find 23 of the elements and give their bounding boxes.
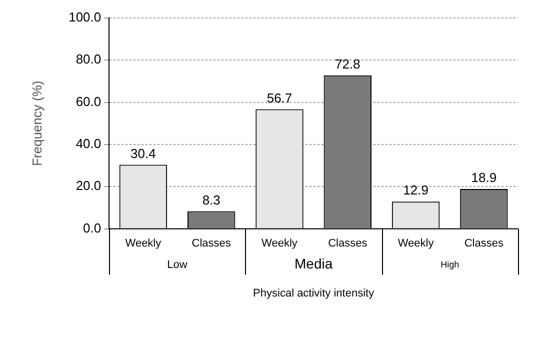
x-tick-label: Classes bbox=[328, 237, 368, 250]
text: Low bbox=[167, 258, 188, 271]
data-label: 56.7 bbox=[266, 90, 292, 106]
x-tick-label: Classes bbox=[464, 237, 504, 250]
data-label: 12.9 bbox=[403, 182, 428, 198]
data-label: 30.4 bbox=[130, 146, 156, 161]
y-tick-label: 20.0 bbox=[76, 178, 102, 194]
y-axis-title: Frequency (%) bbox=[29, 80, 44, 166]
x-tick-label: Weekly bbox=[398, 237, 434, 250]
y-tick-label: 60.0 bbox=[76, 94, 102, 109]
text: High bbox=[440, 259, 460, 270]
text: Media bbox=[294, 256, 333, 272]
y-tick-label: 40.0 bbox=[76, 136, 102, 152]
y-tick-label: 80.0 bbox=[76, 52, 102, 67]
y-tick-label: 0.0 bbox=[83, 220, 102, 236]
x-tick-label: Classes bbox=[192, 237, 232, 250]
data-label: 8.3 bbox=[202, 192, 220, 208]
x-axis-title: Physical activity intensity bbox=[253, 287, 375, 300]
x-tick-label: Weekly bbox=[262, 237, 298, 250]
data-label: 72.8 bbox=[334, 56, 360, 72]
data-label: 18.9 bbox=[471, 170, 497, 186]
x-tick-label: Weekly bbox=[125, 237, 162, 250]
y-tick-label: 100.0 bbox=[68, 10, 102, 25]
